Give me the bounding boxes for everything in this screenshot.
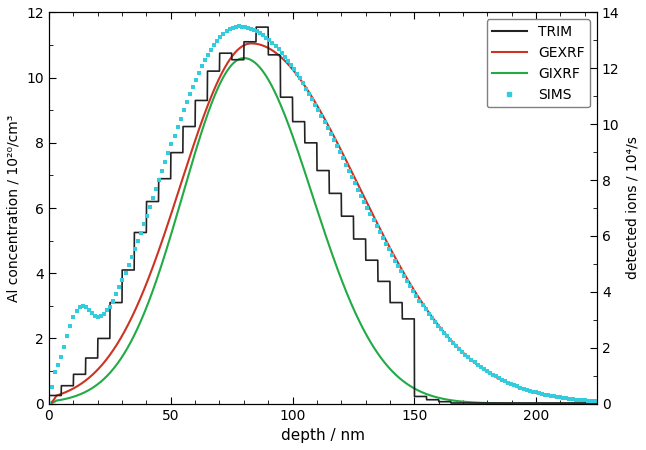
SIMS xyxy=(45,401,53,406)
GEXRF xyxy=(108,350,116,356)
Y-axis label: Al concentration / 10²⁰/cm³: Al concentration / 10²⁰/cm³ xyxy=(7,114,21,302)
TRIM xyxy=(255,24,262,30)
GEXRF xyxy=(583,398,590,404)
Line: SIMS: SIMS xyxy=(47,24,599,406)
TRIM xyxy=(45,393,53,398)
Line: GEXRF: GEXRF xyxy=(49,43,597,404)
Legend: TRIM, GEXRF, GIXRF, SIMS: TRIM, GEXRF, GIXRF, SIMS xyxy=(486,19,590,108)
GIXRF xyxy=(523,401,531,406)
Line: GIXRF: GIXRF xyxy=(49,58,597,404)
Y-axis label: detected ions / 10⁴/s: detected ions / 10⁴/s xyxy=(625,137,639,279)
GIXRF xyxy=(140,311,148,316)
TRIM xyxy=(145,199,152,204)
GEXRF xyxy=(523,388,531,393)
SIMS xyxy=(54,362,62,368)
SIMS xyxy=(593,399,601,404)
GEXRF xyxy=(279,56,287,62)
GEXRF xyxy=(255,42,263,47)
TRIM xyxy=(454,400,462,406)
TRIM xyxy=(593,401,601,406)
GIXRF xyxy=(593,401,601,406)
GIXRF xyxy=(255,64,263,70)
GIXRF xyxy=(279,108,287,113)
SIMS xyxy=(109,298,117,304)
GEXRF xyxy=(593,399,601,405)
GEXRF xyxy=(247,40,255,46)
GIXRF xyxy=(240,55,247,61)
TRIM xyxy=(252,24,260,30)
TRIM xyxy=(402,316,410,322)
Line: TRIM: TRIM xyxy=(49,27,597,404)
SIMS xyxy=(158,168,166,174)
GEXRF xyxy=(140,287,148,292)
TRIM xyxy=(495,400,503,406)
SIMS xyxy=(578,397,585,403)
X-axis label: depth / nm: depth / nm xyxy=(281,428,365,443)
GEXRF xyxy=(45,401,53,406)
SIMS xyxy=(535,391,543,396)
SIMS xyxy=(256,31,264,36)
GIXRF xyxy=(45,401,53,406)
SIMS xyxy=(235,24,243,29)
GIXRF xyxy=(583,401,590,406)
TRIM xyxy=(374,257,382,263)
GIXRF xyxy=(108,369,116,374)
